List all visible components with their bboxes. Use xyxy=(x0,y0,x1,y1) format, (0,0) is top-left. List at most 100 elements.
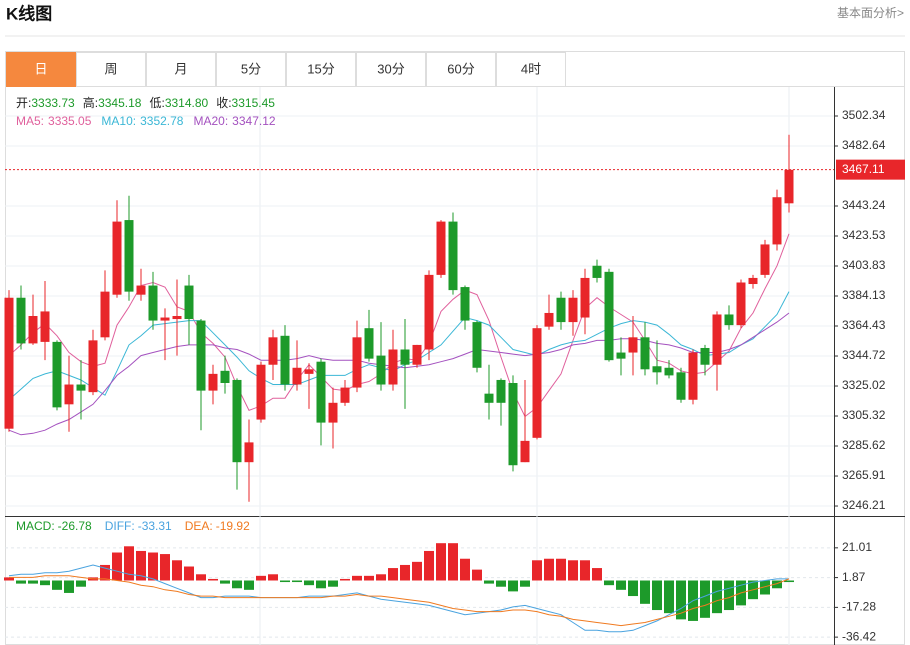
y-tick-label: 3384.13 xyxy=(842,288,886,302)
macd-bar xyxy=(184,566,194,581)
legend-value: 3347.12 xyxy=(232,114,276,128)
macd-bar xyxy=(460,558,470,581)
tab-label[interactable]: 月 xyxy=(174,61,187,76)
candle-body xyxy=(652,366,662,373)
tab[interactable] xyxy=(496,52,566,87)
candle-body xyxy=(784,169,794,204)
macd-bar xyxy=(784,580,794,583)
candle-body xyxy=(172,316,182,320)
candle-body xyxy=(364,328,374,359)
candle-body xyxy=(220,370,230,384)
macd-bar xyxy=(160,554,170,581)
macd-bar xyxy=(16,580,26,584)
candle-body xyxy=(592,265,602,278)
candle-body xyxy=(328,402,338,423)
tab-label[interactable]: 60分 xyxy=(447,61,474,76)
macd-bar xyxy=(40,580,50,586)
macd-bar xyxy=(316,580,326,589)
macd-bar xyxy=(220,580,230,584)
tab-label[interactable]: 5分 xyxy=(241,61,261,76)
macd-bar xyxy=(388,568,398,581)
macd-bar xyxy=(328,580,338,587)
candle-body xyxy=(352,337,362,388)
macd-bar xyxy=(484,580,494,584)
macd-bar xyxy=(4,577,14,581)
candle-body xyxy=(508,383,518,466)
macd-bar xyxy=(556,558,566,581)
candle-body xyxy=(520,440,530,463)
candle-body xyxy=(124,220,134,292)
candle-body xyxy=(772,197,782,245)
legend-entry: MA5: 3335.05 xyxy=(16,114,92,128)
analysis-link[interactable]: 基本面分析> xyxy=(837,6,904,20)
candle-body xyxy=(160,317,170,321)
candle-body xyxy=(4,297,14,429)
legend-value: -33.31 xyxy=(138,519,172,533)
macd-bar xyxy=(112,552,122,581)
macd-bar xyxy=(712,580,722,614)
macd-bar xyxy=(280,580,290,583)
candle-body xyxy=(340,387,350,403)
legend-name: MA10: xyxy=(101,114,136,128)
ohlc-label: 低: xyxy=(149,96,164,110)
macd-bar xyxy=(268,574,278,581)
tab[interactable] xyxy=(216,52,286,87)
y-tick-label: 1.87 xyxy=(842,570,866,584)
tab[interactable] xyxy=(426,52,496,87)
macd-legend: DEA: -19.92 xyxy=(185,519,250,533)
candle-body xyxy=(40,311,50,342)
tab-label[interactable]: 30分 xyxy=(377,61,404,76)
candle-body xyxy=(544,312,554,327)
macd-bar xyxy=(340,578,350,581)
legend-name: MA5: xyxy=(16,114,44,128)
y-tick-label: -17.28 xyxy=(842,600,876,614)
tab-label[interactable]: 4时 xyxy=(521,61,541,76)
y-tick-label: 3443.24 xyxy=(842,198,886,212)
ohlc-info: 高:3345.18 xyxy=(83,95,142,110)
candle-body xyxy=(64,384,74,405)
candle-body xyxy=(244,442,254,463)
tab[interactable] xyxy=(146,52,216,87)
macd-bar xyxy=(568,560,578,581)
legend-name: MA20: xyxy=(193,114,228,128)
candle-body xyxy=(100,291,110,338)
tab-label[interactable]: 15分 xyxy=(307,61,334,76)
macd-bar xyxy=(412,561,422,581)
macd-bar xyxy=(28,580,38,584)
candle-body xyxy=(736,282,746,326)
tab-label[interactable]: 日 xyxy=(34,61,47,76)
macd-bar xyxy=(604,580,614,586)
y-tick-label: 3364.43 xyxy=(842,318,886,332)
tab-label[interactable]: 周 xyxy=(104,61,117,76)
legend-entry: MA10: 3352.78 xyxy=(101,114,183,128)
tab[interactable] xyxy=(286,52,356,87)
y-tick-label: 3423.53 xyxy=(842,228,886,242)
ohlc-info: 收:3315.45 xyxy=(216,96,275,110)
macd-bar xyxy=(136,550,146,581)
dea-line xyxy=(9,575,790,627)
ohlc-label: 高: xyxy=(83,95,98,110)
macd-bar xyxy=(196,574,206,581)
last-price-box xyxy=(836,159,905,180)
candle-body xyxy=(484,393,494,403)
tab[interactable] xyxy=(356,52,426,87)
tab[interactable] xyxy=(76,52,146,87)
ma-line xyxy=(8,312,790,436)
macd-bar xyxy=(640,580,650,604)
candle-body xyxy=(712,314,722,365)
y-tick-label: 3482.64 xyxy=(842,138,886,152)
diff-line xyxy=(8,564,789,633)
macd-bar xyxy=(256,575,266,581)
y-tick-label: -36.42 xyxy=(842,629,876,643)
candle-body xyxy=(676,372,686,400)
candle-body xyxy=(532,328,542,438)
macd-bar xyxy=(436,543,446,581)
macd-bar xyxy=(232,580,242,589)
tab[interactable] xyxy=(6,52,76,87)
macd-bar xyxy=(580,560,590,581)
page-title: K线图 xyxy=(6,3,52,23)
y-tick-label: 3285.62 xyxy=(842,438,886,452)
y-tick-label: 3246.21 xyxy=(842,498,886,512)
candle-body xyxy=(460,287,470,321)
